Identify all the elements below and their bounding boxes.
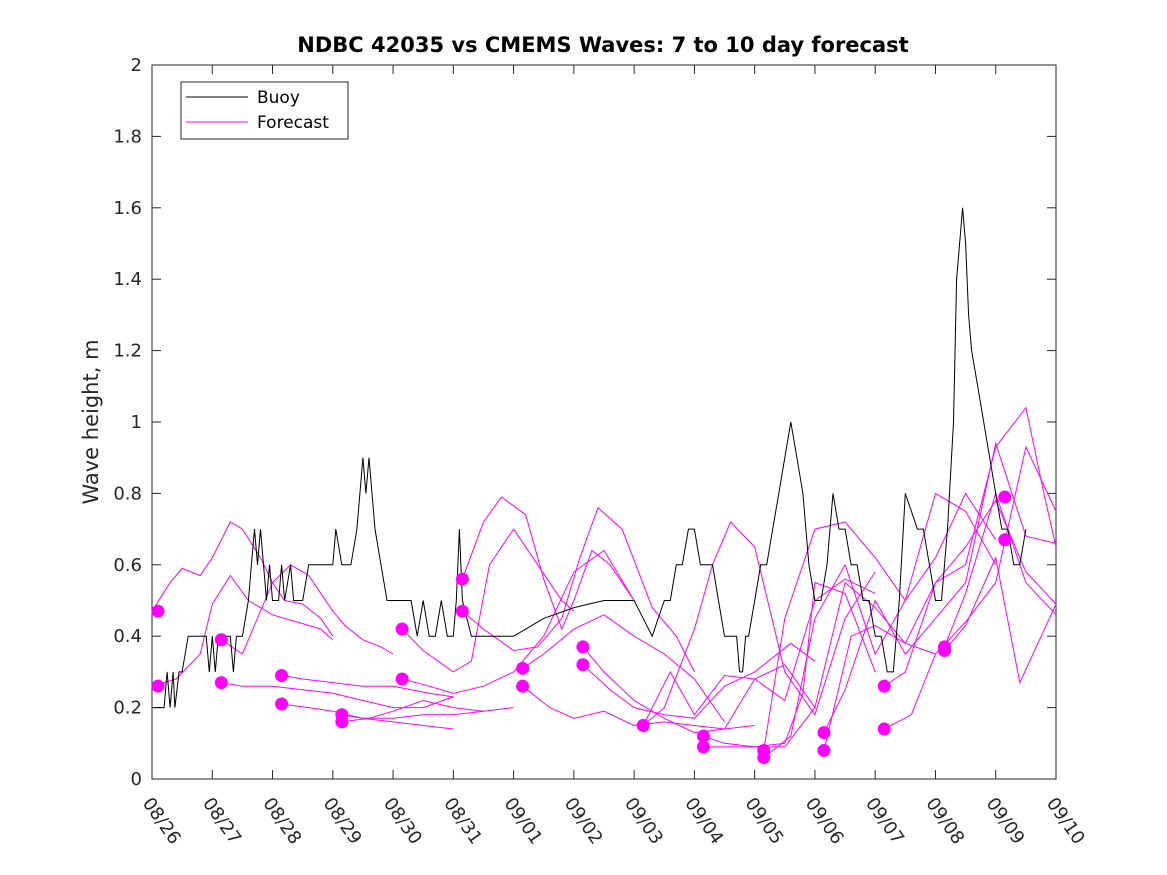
forecast-line xyxy=(703,581,876,748)
y-tick-label: 1.4 xyxy=(113,269,142,290)
forecast-marker xyxy=(998,533,1012,547)
forecast-marker xyxy=(395,622,409,636)
y-tick-label: 0.6 xyxy=(113,555,142,576)
forecast-marker xyxy=(696,740,710,754)
forecast-line xyxy=(221,564,394,655)
forecast-marker xyxy=(877,722,891,736)
forecast-line xyxy=(522,685,755,730)
y-tick-label: 0 xyxy=(131,769,142,790)
forecast-markers xyxy=(151,490,1012,765)
y-tick-label: 1 xyxy=(131,412,142,433)
forecast-series xyxy=(151,406,1057,758)
forecast-marker xyxy=(516,661,530,675)
forecast-marker xyxy=(636,718,650,732)
y-axis: 0 0.2 0.4 0.6 0.8 1 1.2 1.4 1.6 1.8 2 xyxy=(113,55,1056,790)
forecast-marker xyxy=(576,658,590,672)
forecast-marker xyxy=(395,672,409,686)
forecast-marker xyxy=(696,729,710,743)
forecast-marker xyxy=(455,572,469,586)
forecast-line xyxy=(642,521,876,726)
y-tick-label: 2 xyxy=(131,55,142,76)
y-axis-label: Wave height, m xyxy=(79,339,103,504)
forecast-marker xyxy=(516,679,530,693)
forecast-line xyxy=(401,528,575,673)
forecast-marker xyxy=(151,679,165,693)
y-tick-label: 1.2 xyxy=(113,341,142,362)
forecast-line xyxy=(401,549,635,694)
forecast-marker xyxy=(335,715,349,729)
forecast-line xyxy=(582,642,816,719)
y-tick-label: 1.6 xyxy=(113,198,142,219)
forecast-line xyxy=(151,521,334,637)
forecast-line xyxy=(281,675,454,698)
forecast-line xyxy=(703,581,936,748)
forecast-line xyxy=(823,441,1057,733)
forecast-marker xyxy=(757,751,771,765)
y-tick-label: 0.2 xyxy=(113,698,142,719)
forecast-line xyxy=(642,578,876,726)
forecast-marker xyxy=(455,604,469,618)
plot-area xyxy=(151,64,1057,780)
forecast-line xyxy=(461,496,635,631)
chart-title: NDBC 42035 vs CMEMS Waves: 7 to 10 day f… xyxy=(297,33,908,57)
legend-forecast-label: Forecast xyxy=(257,113,329,133)
buoy-line xyxy=(152,207,1027,709)
forecast-marker xyxy=(817,726,831,740)
forecast-marker xyxy=(877,679,891,693)
forecast-line xyxy=(462,506,695,673)
forecast-line xyxy=(522,614,725,723)
forecast-marker xyxy=(998,490,1012,504)
forecast-marker xyxy=(817,743,831,757)
forecast-line xyxy=(151,574,334,687)
forecast-line xyxy=(944,556,1057,685)
buoy-series xyxy=(152,207,1027,709)
forecast-line xyxy=(221,682,454,709)
y-tick-label: 1.8 xyxy=(113,126,142,147)
y-tick-label: 0.8 xyxy=(113,483,142,504)
y-tick-label: 0.4 xyxy=(113,626,142,647)
forecast-marker xyxy=(214,633,228,647)
forecast-marker xyxy=(214,676,228,690)
legend: Buoy Forecast xyxy=(180,81,349,140)
legend-buoy-label: Buoy xyxy=(257,88,300,108)
forecast-marker xyxy=(275,697,289,711)
forecast-line xyxy=(582,646,816,734)
forecast-marker xyxy=(275,668,289,682)
forecast-marker xyxy=(576,640,590,654)
forecast-line xyxy=(763,492,997,758)
legend-box xyxy=(180,81,349,140)
forecast-marker xyxy=(938,643,952,657)
forecast-line xyxy=(883,445,1057,730)
forecast-line xyxy=(341,699,484,723)
forecast-marker xyxy=(151,604,165,618)
forecast-line xyxy=(763,492,997,751)
